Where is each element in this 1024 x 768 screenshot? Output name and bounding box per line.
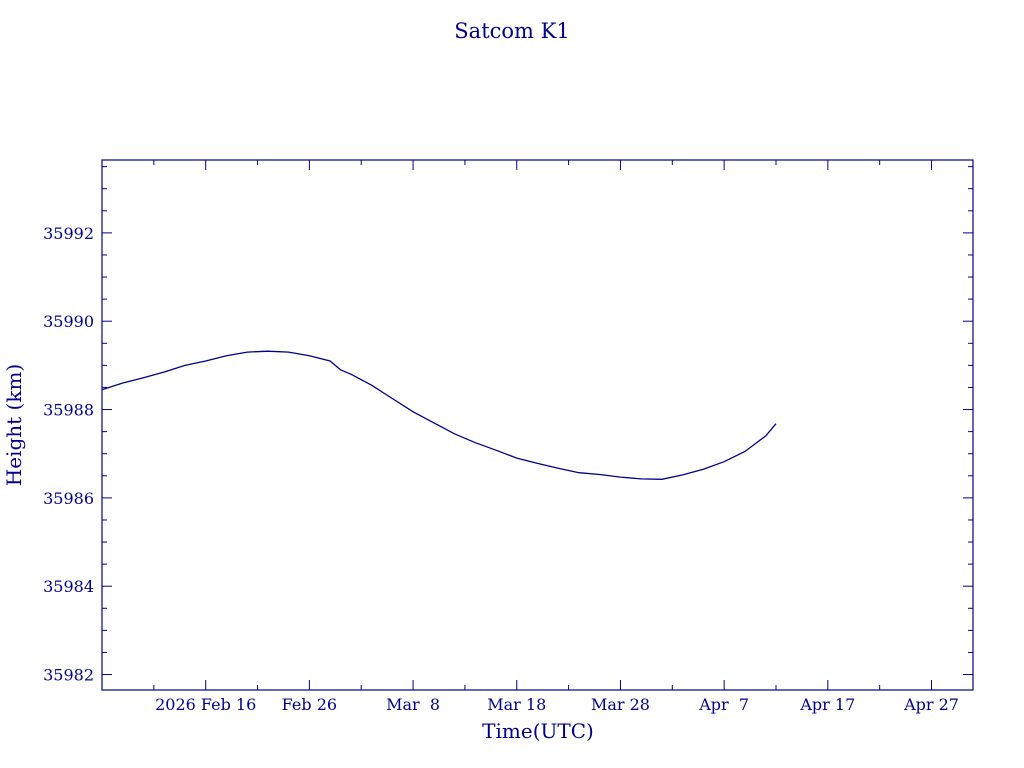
- x-tick-label: Mar 8: [386, 695, 440, 714]
- y-tick-label: 35986: [43, 489, 94, 508]
- tick-labels: 35982 35984 35986 35988 35990 35992 2026 Feb 1…: [43, 224, 959, 714]
- x-tick-label: Apr 17: [799, 695, 855, 714]
- y-tick-label: 35982: [43, 666, 94, 685]
- ticks: [102, 160, 973, 690]
- x-axis-title: Time(UTC): [482, 719, 594, 743]
- plot-frame: [101, 159, 974, 691]
- y-axis-title: Height (km): [2, 364, 26, 486]
- x-tick-label: Apr 27: [903, 695, 959, 714]
- height-series-line: [101, 350, 777, 480]
- y-tick-label: 35984: [43, 577, 94, 596]
- y-tick-label: 35990: [43, 312, 94, 331]
- x-tick-label: Apr 7: [698, 695, 749, 714]
- chart-title: Satcom K1: [454, 19, 569, 43]
- y-tick-label: 35992: [43, 224, 94, 243]
- x-tick-label: Mar 28: [591, 695, 650, 714]
- axes: [101, 159, 974, 691]
- y-tick-label: 35988: [43, 401, 94, 420]
- x-tick-label: Feb 26: [282, 695, 337, 714]
- x-tick-label: 2026 Feb 16: [155, 695, 256, 714]
- x-tick-label: Mar 18: [487, 695, 546, 714]
